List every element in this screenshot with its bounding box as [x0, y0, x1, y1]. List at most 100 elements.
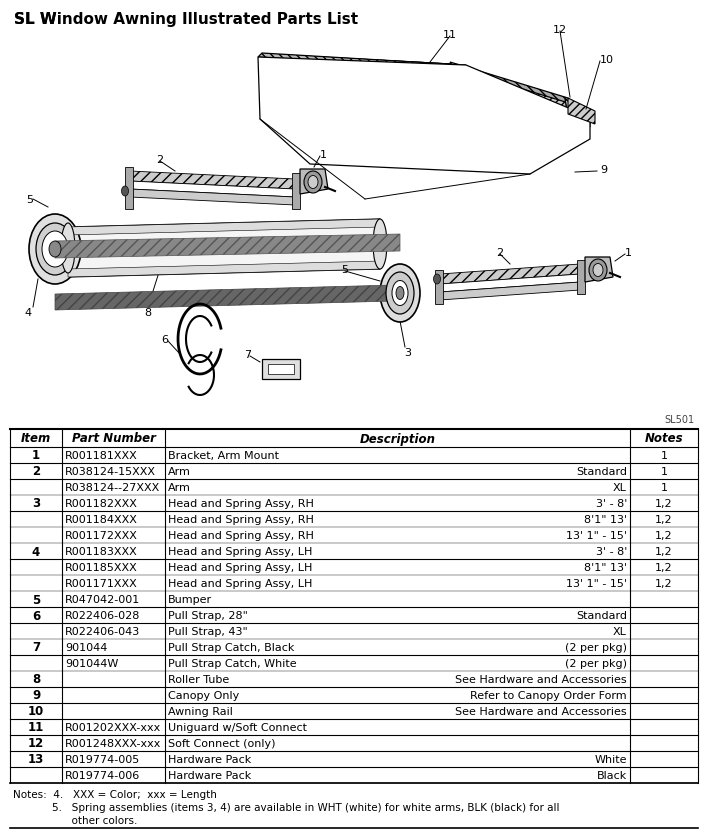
Polygon shape — [450, 63, 572, 104]
Polygon shape — [268, 364, 294, 375]
Text: 5.   Spring assemblies (items 3, 4) are available in WHT (white) for white arms,: 5. Spring assemblies (items 3, 4) are av… — [13, 802, 559, 812]
Text: Notes: Notes — [645, 432, 683, 445]
Polygon shape — [55, 235, 400, 258]
Text: Bracket, Arm Mount: Bracket, Arm Mount — [168, 451, 279, 461]
Text: 2: 2 — [156, 155, 164, 165]
Text: 3: 3 — [32, 497, 40, 510]
Text: 13: 13 — [28, 752, 44, 766]
Ellipse shape — [373, 220, 387, 270]
Ellipse shape — [433, 275, 440, 285]
Text: Hardware Pack: Hardware Pack — [168, 754, 251, 764]
Polygon shape — [440, 275, 580, 293]
Ellipse shape — [386, 273, 414, 314]
Text: R001202XXX-xxx: R001202XXX-xxx — [65, 722, 161, 732]
Text: Awning Rail: Awning Rail — [168, 706, 233, 716]
Text: Roller Tube: Roller Tube — [168, 674, 229, 684]
Text: Description: Description — [360, 432, 435, 445]
Text: other colors.: other colors. — [13, 815, 137, 825]
Text: Standard: Standard — [576, 466, 627, 477]
Text: R038124--27XXX: R038124--27XXX — [65, 482, 160, 492]
Polygon shape — [450, 65, 568, 115]
Text: 901044: 901044 — [65, 642, 108, 652]
Text: R019774-005: R019774-005 — [65, 754, 140, 764]
Ellipse shape — [36, 224, 74, 276]
Text: Standard: Standard — [576, 610, 627, 620]
Polygon shape — [258, 58, 590, 175]
Text: 12: 12 — [28, 737, 44, 750]
Polygon shape — [440, 283, 580, 301]
Text: 13' 1" - 15': 13' 1" - 15' — [566, 530, 627, 540]
Text: 1: 1 — [661, 482, 668, 492]
Text: R047042-001: R047042-001 — [65, 594, 140, 604]
Polygon shape — [55, 286, 395, 311]
Ellipse shape — [122, 186, 128, 196]
Text: 3' - 8': 3' - 8' — [595, 547, 627, 556]
Text: Part Number: Part Number — [72, 432, 156, 445]
Text: 11: 11 — [28, 721, 44, 734]
Polygon shape — [577, 261, 585, 294]
Text: Notes:  4.   XXX = Color;  xxx = Length: Notes: 4. XXX = Color; xxx = Length — [13, 789, 217, 799]
Ellipse shape — [589, 260, 607, 282]
Text: XL: XL — [613, 482, 627, 492]
Text: 1,2: 1,2 — [655, 498, 673, 508]
Polygon shape — [565, 99, 590, 128]
Polygon shape — [300, 170, 328, 195]
Text: Head and Spring Assy, LH: Head and Spring Assy, LH — [168, 579, 312, 589]
Ellipse shape — [29, 215, 81, 285]
Text: Pull Strap Catch, Black: Pull Strap Catch, Black — [168, 642, 295, 652]
Text: 1: 1 — [661, 451, 668, 461]
Text: 12: 12 — [553, 25, 567, 35]
Polygon shape — [435, 271, 443, 304]
Text: 1: 1 — [319, 150, 326, 160]
Text: R001184XXX: R001184XXX — [65, 514, 138, 524]
Text: 1,2: 1,2 — [655, 547, 673, 556]
Text: 1,2: 1,2 — [655, 563, 673, 573]
Text: 6: 6 — [161, 334, 169, 344]
Text: Refer to Canopy Order Form: Refer to Canopy Order Form — [470, 691, 627, 701]
Text: 5: 5 — [341, 265, 348, 275]
Text: Hardware Pack: Hardware Pack — [168, 770, 251, 780]
Text: SL Window Awning Illustrated Parts List: SL Window Awning Illustrated Parts List — [14, 12, 358, 27]
Text: Head and Spring Assy, RH: Head and Spring Assy, RH — [168, 514, 314, 524]
Text: 7: 7 — [244, 349, 251, 359]
Text: (2 per pkg): (2 per pkg) — [565, 658, 627, 668]
Text: R001183XXX: R001183XXX — [65, 547, 138, 556]
Text: R001172XXX: R001172XXX — [65, 530, 138, 540]
Text: R038124-15XXX: R038124-15XXX — [65, 466, 156, 477]
Polygon shape — [130, 171, 295, 190]
Ellipse shape — [593, 264, 603, 278]
Polygon shape — [292, 174, 300, 210]
Text: SL501: SL501 — [665, 415, 695, 425]
Ellipse shape — [380, 265, 420, 323]
Text: R001171XXX: R001171XXX — [65, 579, 138, 589]
Polygon shape — [265, 55, 453, 72]
Text: 9: 9 — [32, 689, 40, 701]
Text: R001248XXX-xxx: R001248XXX-xxx — [65, 738, 161, 748]
Text: 1,2: 1,2 — [655, 579, 673, 589]
Text: 7: 7 — [32, 640, 40, 654]
Ellipse shape — [392, 281, 408, 306]
Text: 10: 10 — [600, 55, 614, 65]
Polygon shape — [265, 55, 455, 80]
Polygon shape — [258, 54, 466, 70]
Text: Arm: Arm — [168, 482, 191, 492]
Text: 1: 1 — [661, 466, 668, 477]
Text: 2: 2 — [32, 465, 40, 478]
Text: R019774-006: R019774-006 — [65, 770, 140, 780]
Polygon shape — [130, 181, 295, 198]
Text: Pull Strap, 28": Pull Strap, 28" — [168, 610, 248, 620]
Text: R001185XXX: R001185XXX — [65, 563, 138, 573]
Text: 5: 5 — [26, 195, 33, 205]
Ellipse shape — [49, 242, 61, 257]
Text: Pull Strap Catch, White: Pull Strap Catch, White — [168, 658, 297, 668]
Text: 6: 6 — [32, 609, 40, 622]
Text: (2 per pkg): (2 per pkg) — [565, 642, 627, 652]
Text: R022406-043: R022406-043 — [65, 626, 140, 636]
Text: 2: 2 — [496, 247, 503, 257]
Ellipse shape — [308, 176, 318, 189]
Text: SL W: SL W — [14, 12, 57, 27]
Text: Black: Black — [597, 770, 627, 780]
Ellipse shape — [396, 287, 404, 300]
Polygon shape — [262, 359, 300, 380]
Text: 3: 3 — [404, 348, 411, 358]
